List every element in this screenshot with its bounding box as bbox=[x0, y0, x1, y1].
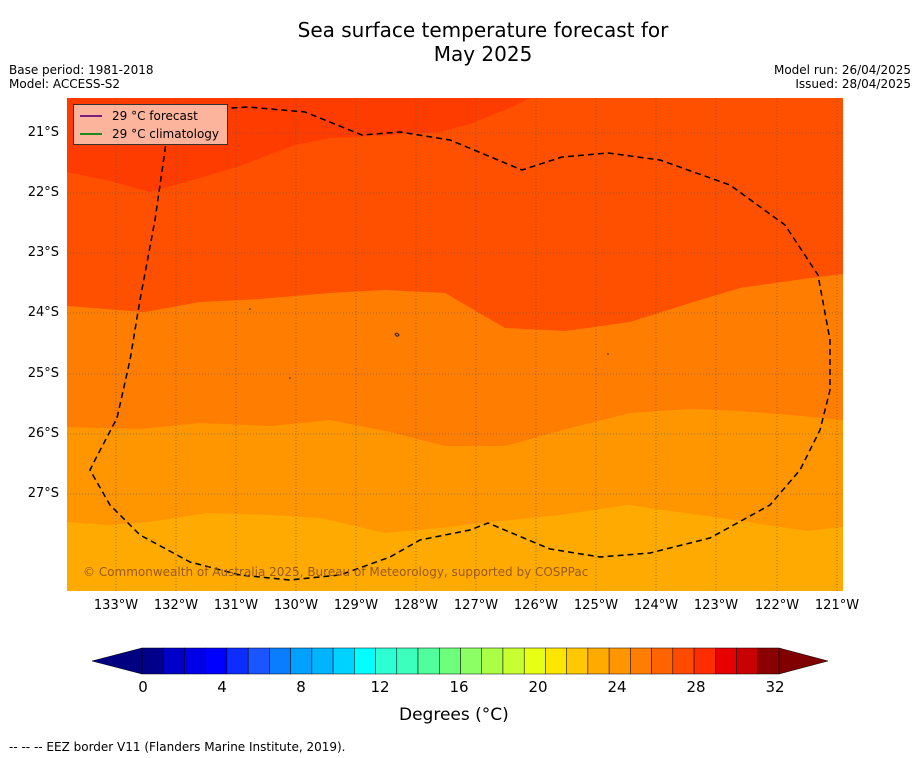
chart-title: Sea surface temperature forecast for May… bbox=[0, 18, 919, 66]
latitude-label: 25°S bbox=[27, 366, 59, 381]
longitude-label: 121°W bbox=[814, 598, 860, 613]
colorbar-tick-label: 20 bbox=[528, 678, 548, 696]
colorbar-tick-label: 16 bbox=[449, 678, 469, 696]
legend-forecast: 29 °C forecast bbox=[80, 108, 198, 124]
colorbar-segment bbox=[566, 647, 589, 675]
latitude-label: 23°S bbox=[27, 245, 59, 260]
meta-right: Model run: 26/04/2025 Issued: 28/04/2025 bbox=[774, 63, 911, 91]
colorbar-high-extension bbox=[778, 647, 829, 675]
latitude-label: 24°S bbox=[27, 305, 59, 320]
colorbar-low-extension bbox=[91, 647, 143, 675]
colorbar-tick-label: 4 bbox=[217, 678, 227, 696]
title-line-1: Sea surface temperature forecast for bbox=[297, 18, 669, 42]
longitude-label: 131°W bbox=[213, 598, 259, 613]
colorbar-segment bbox=[184, 647, 206, 675]
title-line-2: May 2025 bbox=[433, 42, 533, 66]
colorbar-tick-label: 32 bbox=[765, 678, 785, 696]
eez-border bbox=[89, 106, 831, 581]
colorbar-segment bbox=[247, 647, 270, 675]
colorbar-tick-label: 28 bbox=[686, 678, 706, 696]
model-name: Model: ACCESS-S2 bbox=[9, 77, 121, 91]
latitude-label: 27°S bbox=[27, 486, 59, 501]
longitude-label: 128°W bbox=[393, 598, 439, 613]
colorbar-segment bbox=[672, 647, 695, 675]
longitude-label: 124°W bbox=[633, 598, 679, 613]
colorbar-tick-label: 12 bbox=[370, 678, 390, 696]
colorbar-segment bbox=[693, 647, 716, 675]
longitude-label: 129°W bbox=[333, 598, 379, 613]
colorbar-segment bbox=[715, 647, 737, 675]
legend-forecast-label: 29 °C forecast bbox=[112, 109, 198, 123]
colorbar-segment bbox=[545, 647, 567, 675]
model-run: Model run: 26/04/2025 bbox=[773, 63, 911, 77]
colorbar-segment bbox=[587, 647, 610, 675]
forecast-line-swatch bbox=[80, 115, 102, 117]
island-4 bbox=[607, 353, 609, 355]
longitude-label: 133°W bbox=[93, 598, 139, 613]
latitude-label: 22°S bbox=[27, 185, 59, 200]
copyright-notice: © Commonwealth of Australia 2025, Bureau… bbox=[83, 565, 589, 579]
longitude-label: 127°W bbox=[453, 598, 499, 613]
longitude-label: 130°W bbox=[273, 598, 319, 613]
legend: 29 °C forecast 29 °C climatology bbox=[73, 104, 228, 145]
colorbar-title: Degrees (°C) bbox=[399, 705, 509, 725]
latitude-label: 21°S bbox=[27, 125, 59, 140]
colorbar-segment bbox=[332, 647, 355, 675]
legend-climatology-label: 29 °C climatology bbox=[112, 127, 220, 141]
colorbar-segment bbox=[375, 647, 398, 675]
colorbar bbox=[91, 647, 829, 675]
colorbar-segment bbox=[608, 647, 631, 675]
meta-left: Base period: 1981-2018 Model: ACCESS-S2 bbox=[9, 63, 154, 91]
colorbar-segment bbox=[460, 647, 482, 675]
island-3 bbox=[289, 377, 291, 379]
colorbar-segment bbox=[205, 647, 228, 675]
colorbar-segment bbox=[481, 647, 504, 675]
colorbar-segment bbox=[651, 647, 674, 675]
colorbar-segment bbox=[311, 647, 334, 675]
longitude-label: 123°W bbox=[693, 598, 739, 613]
colorbar-segment bbox=[396, 647, 419, 675]
legend-climatology: 29 °C climatology bbox=[80, 126, 219, 142]
colorbar-segment bbox=[417, 647, 440, 675]
island-2 bbox=[249, 308, 251, 310]
longitude-label: 122°W bbox=[754, 598, 800, 613]
colorbar-segment bbox=[354, 647, 376, 675]
colorbar-segment bbox=[757, 647, 780, 675]
colorbar-segment bbox=[523, 647, 546, 675]
colorbar-segment bbox=[502, 647, 525, 675]
colorbar-segment bbox=[290, 647, 313, 675]
colorbar-tick-label: 0 bbox=[138, 678, 148, 696]
colorbar-segment bbox=[736, 647, 759, 675]
base-period: Base period: 1981-2018 bbox=[9, 63, 154, 77]
longitude-label: 125°W bbox=[573, 598, 619, 613]
colorbar-segment bbox=[439, 647, 461, 675]
issued-date: Issued: 28/04/2025 bbox=[795, 77, 911, 91]
longitude-label: 132°W bbox=[153, 598, 199, 613]
longitude-label: 126°W bbox=[513, 598, 559, 613]
latitude-label: 26°S bbox=[27, 426, 59, 441]
colorbar-segment bbox=[141, 647, 164, 675]
colorbar-segment bbox=[162, 647, 185, 675]
footnote: -- -- -- EEZ border V11 (Flanders Marine… bbox=[9, 740, 346, 754]
colorbar-segment bbox=[630, 647, 652, 675]
climatology-line-swatch bbox=[80, 133, 102, 135]
colorbar-segment bbox=[226, 647, 249, 675]
colorbar-tick-label: 24 bbox=[607, 678, 627, 696]
island-1 bbox=[394, 332, 400, 337]
colorbar-tick-label: 8 bbox=[296, 678, 306, 696]
colorbar-segment bbox=[269, 647, 291, 675]
